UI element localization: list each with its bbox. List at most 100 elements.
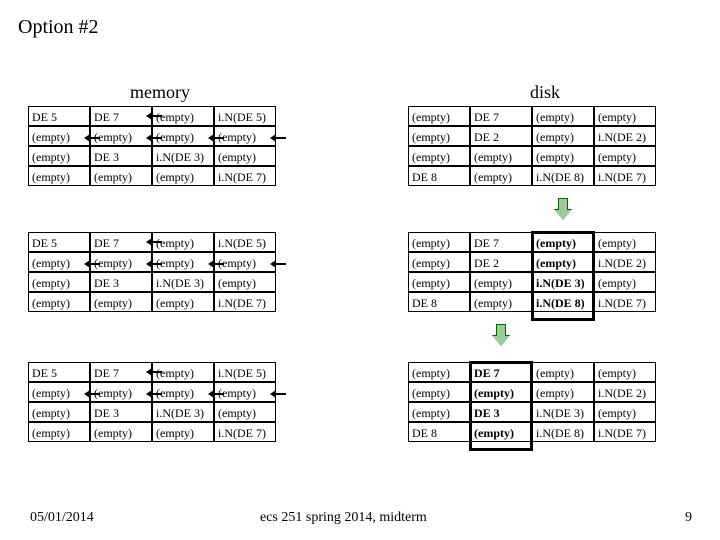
mem-cell: i.N(DE 7) — [214, 292, 276, 312]
disk-cell: (empty) — [470, 166, 532, 186]
mem-cell: DE 7 — [90, 106, 152, 126]
mem-cell: (empty) — [214, 402, 276, 422]
left-arrow-icon — [146, 391, 160, 397]
footer-date: 05/01/2014 — [30, 510, 94, 526]
footer-page: 9 — [685, 510, 692, 526]
mem-cell: DE 7 — [90, 362, 152, 382]
disk-cell: (empty) — [532, 146, 594, 166]
mem-cell: (empty) — [214, 272, 276, 292]
disk-cell: (empty) — [408, 106, 470, 126]
memory-header: memory — [130, 82, 190, 103]
mem-cell: (empty) — [28, 382, 90, 402]
mem-cell: (empty) — [152, 382, 214, 402]
mem-cell: DE 7 — [90, 232, 152, 252]
mem-cell: (empty) — [28, 402, 90, 422]
mem-cell: (empty) — [214, 252, 276, 272]
disk-cell: (empty) — [532, 106, 594, 126]
disk-cell: (empty) — [408, 146, 470, 166]
disk-cell: i.N(DE 2) — [594, 126, 656, 146]
left-arrow-icon — [146, 261, 160, 267]
page-title: Option #2 — [18, 16, 99, 39]
mem-cell: (empty) — [152, 166, 214, 186]
disk-cell: (empty) — [594, 232, 656, 252]
disk-cell: i.N(DE 8) — [532, 292, 594, 312]
mem-cell: (empty) — [90, 292, 152, 312]
disk-cell: (empty) — [594, 146, 656, 166]
disk-cell: (empty) — [408, 232, 470, 252]
mem-cell: (empty) — [28, 126, 90, 146]
disk-cell: i.N(DE 8) — [532, 166, 594, 186]
mem-cell: (empty) — [214, 126, 276, 146]
mem-cell: (empty) — [214, 146, 276, 166]
disk-cell: DE 7 — [470, 106, 532, 126]
disk-cell: DE 3 — [470, 402, 532, 422]
disk-cell: i.N(DE 7) — [594, 166, 656, 186]
disk-cell: DE 8 — [408, 422, 470, 442]
disk-cell: (empty) — [408, 272, 470, 292]
disk-cell: DE 8 — [408, 292, 470, 312]
disk-header: disk — [530, 82, 560, 103]
disk-cell: (empty) — [532, 126, 594, 146]
disk-cell: i.N(DE 7) — [594, 292, 656, 312]
mem-cell: i.N(DE 5) — [214, 362, 276, 382]
disk-cell: (empty) — [532, 252, 594, 272]
left-arrow-icon — [208, 135, 222, 141]
disk-cell: (empty) — [408, 252, 470, 272]
mem-cell: (empty) — [28, 252, 90, 272]
disk-cell: (empty) — [408, 402, 470, 422]
mem-cell: i.N(DE 3) — [152, 272, 214, 292]
disk-cell: i.N(DE 2) — [594, 252, 656, 272]
mem-cell: (empty) — [28, 292, 90, 312]
mem-cell: (empty) — [28, 166, 90, 186]
left-arrow-icon — [84, 261, 98, 267]
left-arrow-icon — [270, 261, 284, 267]
disk-cell: (empty) — [408, 382, 470, 402]
left-arrow-icon — [146, 113, 160, 119]
disk-cell: i.N(DE 3) — [532, 402, 594, 422]
disk-cell: (empty) — [408, 126, 470, 146]
disk-block-0: (empty)DE 7(empty)(empty)(empty)DE 2(emp… — [408, 106, 656, 186]
disk-cell: DE 2 — [470, 252, 532, 272]
disk-cell: (empty) — [594, 362, 656, 382]
mem-cell: DE 5 — [28, 232, 90, 252]
left-arrow-icon — [146, 239, 160, 245]
disk-cell: i.N(DE 3) — [532, 272, 594, 292]
disk-cell: (empty) — [470, 272, 532, 292]
disk-cell: (empty) — [532, 362, 594, 382]
disk-cell: i.N(DE 2) — [594, 382, 656, 402]
left-arrow-icon — [146, 135, 160, 141]
mem-cell: (empty) — [214, 382, 276, 402]
mem-cell: i.N(DE 7) — [214, 422, 276, 442]
mem-cell: DE 3 — [90, 146, 152, 166]
mem-cell: (empty) — [90, 252, 152, 272]
disk-cell: (empty) — [532, 382, 594, 402]
down-arrow-icon — [555, 198, 569, 218]
left-arrow-icon — [84, 391, 98, 397]
mem-cell: DE 5 — [28, 362, 90, 382]
mem-cell: (empty) — [90, 422, 152, 442]
mem-cell: (empty) — [28, 272, 90, 292]
footer-center: ecs 251 spring 2014, midterm — [260, 510, 427, 526]
disk-cell: DE 7 — [470, 232, 532, 252]
mem-cell: i.N(DE 7) — [214, 166, 276, 186]
disk-block-2: (empty)DE 7(empty)(empty)(empty)(empty)(… — [408, 362, 656, 442]
mem-cell: i.N(DE 3) — [152, 402, 214, 422]
disk-cell: (empty) — [470, 382, 532, 402]
disk-cell: i.N(DE 7) — [594, 422, 656, 442]
disk-cell: (empty) — [470, 292, 532, 312]
mem-cell: (empty) — [90, 126, 152, 146]
mem-cell: (empty) — [152, 252, 214, 272]
disk-cell: (empty) — [408, 362, 470, 382]
mem-cell: i.N(DE 5) — [214, 106, 276, 126]
mem-cell: (empty) — [90, 382, 152, 402]
left-arrow-icon — [208, 261, 222, 267]
mem-cell: i.N(DE 5) — [214, 232, 276, 252]
disk-cell: (empty) — [470, 146, 532, 166]
disk-cell: (empty) — [532, 232, 594, 252]
disk-cell: DE 7 — [470, 362, 532, 382]
mem-cell: (empty) — [152, 422, 214, 442]
mem-cell: i.N(DE 3) — [152, 146, 214, 166]
mem-cell: (empty) — [90, 166, 152, 186]
mem-cell: DE 3 — [90, 272, 152, 292]
left-arrow-icon — [270, 135, 284, 141]
